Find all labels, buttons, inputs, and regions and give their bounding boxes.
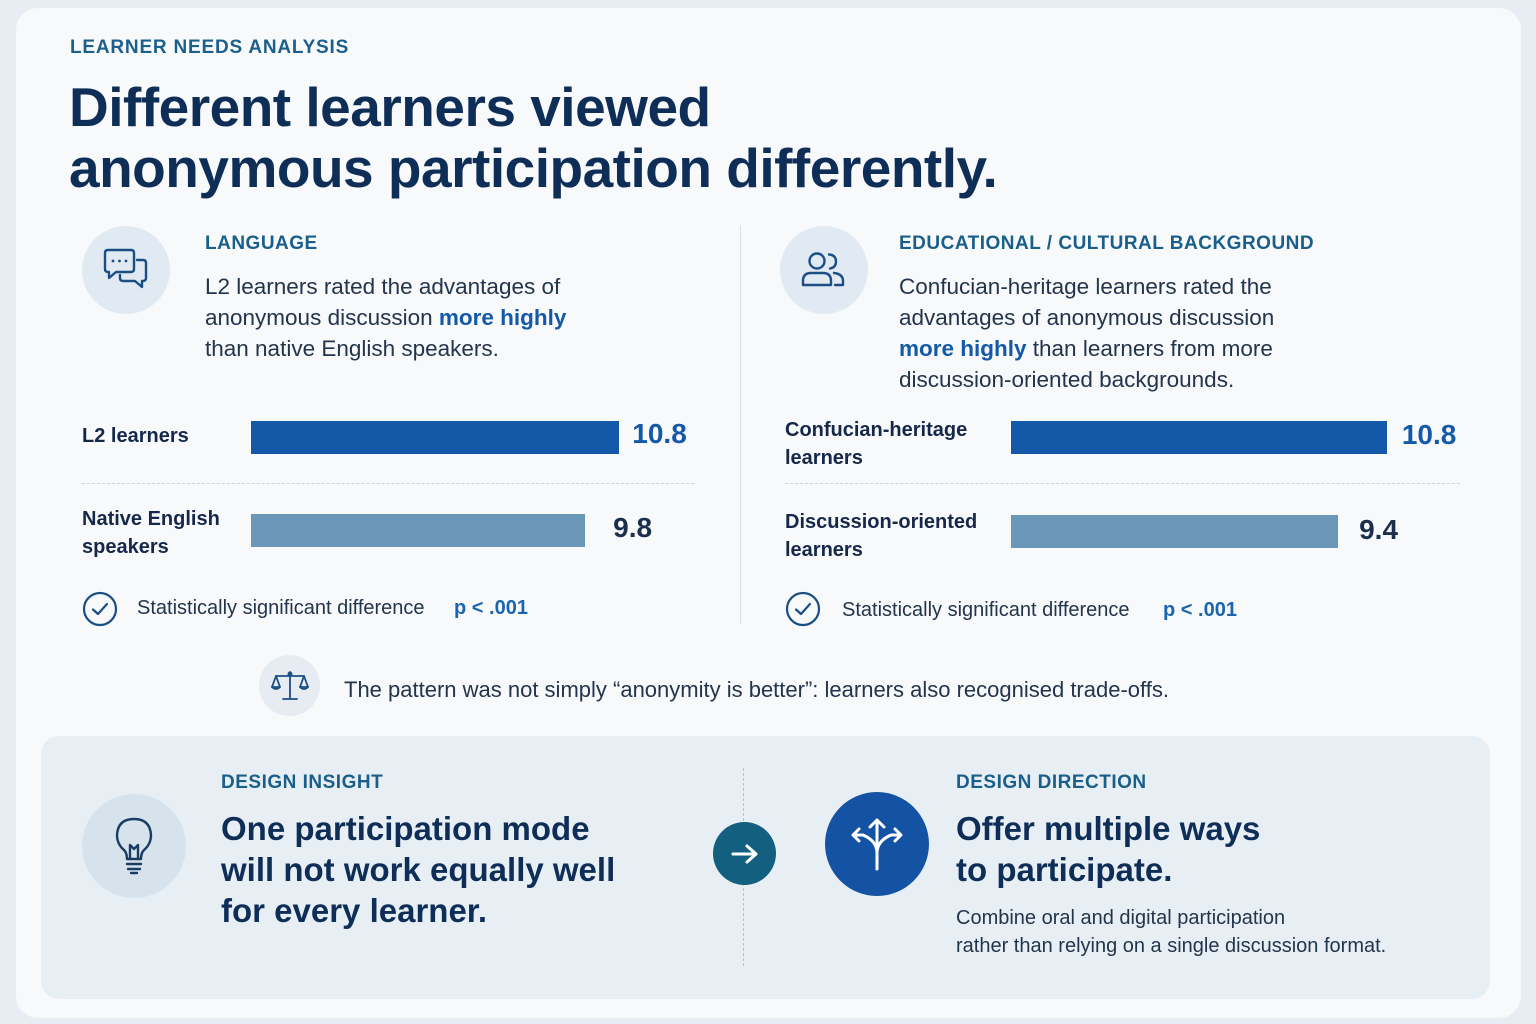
background-desc-line-2: advantages of anonymous discussion [899,305,1275,330]
direction-desc-line-2: rather than relying on a single discussi… [956,935,1387,957]
significance-text-right: Statistically significant difference [842,599,1130,621]
language-desc-text: anonymous discussion [205,305,439,330]
language-description: L2 learners rated the advantages of anon… [205,271,685,364]
value-label-l2: 10.8 [632,418,687,449]
value-label-discussion: 9.4 [1359,514,1399,545]
row-divider-left [82,483,694,484]
category-label-native: Native English speakers [82,508,220,558]
page-title: Different learners viewed anonymous part… [69,76,998,199]
direction-label: DESIGN DIRECTION [956,772,1147,793]
direction-title-line-2: to participate. [956,851,1173,888]
eyebrow-label: LEARNER NEEDS ANALYSIS [70,37,350,58]
title-line-1: Different learners viewed [69,76,711,138]
check-circle-icon [785,591,821,627]
arrow-right-icon [713,822,776,885]
category-label-discussion: Discussion-oriented learners [785,511,978,561]
title-line-2: anonymous participation differently. [69,137,998,199]
bar-native-english [251,514,586,547]
background-desc-line-1: Confucian-heritage learners rated the [899,274,1272,299]
balance-scale-icon [259,655,320,716]
row-divider-right [785,483,1460,484]
language-desc-line-2: anonymous discussion more highly [205,302,685,333]
chat-bubbles-icon [82,226,170,314]
insight-title: One participation mode will not work equ… [221,808,615,931]
background-description: Confucian-heritage learners rated the ad… [899,271,1459,395]
direction-title: Offer multiple ways to participate. [956,808,1260,890]
panel-divider [740,226,741,624]
check-circle-icon [82,591,118,627]
language-highlight: more highly [438,305,567,330]
direction-description: Combine oral and digital participation r… [956,904,1386,960]
bar-confucian-heritage [1011,421,1387,454]
language-desc-line-1: L2 learners rated the advantages of [205,274,561,299]
pattern-note: The pattern was not simply “anonymity is… [344,677,1169,702]
background-label: EDUCATIONAL / CULTURAL BACKGROUND [899,233,1315,254]
lightbulb-icon [82,794,186,898]
value-label-confucian: 10.8 [1401,419,1457,450]
language-desc-line-3: than native English speakers. [205,336,499,361]
background-desc-line-4: discussion-oriented backgrounds. [899,367,1235,392]
significance-text-left: Statistically significant difference [137,597,425,619]
category-label-confucian: Confucian-heritage learners [785,419,968,469]
background-highlight: more highly [899,336,1027,361]
background-desc-text: than learners from more [1026,336,1273,361]
p-value-left: p < .001 [454,597,528,619]
value-label-native: 9.8 [613,512,653,543]
p-value-right: p < .001 [1163,599,1237,621]
branching-arrows-icon [825,792,929,896]
insight-line-1: One participation mode [221,810,590,847]
bar-l2-learners [251,421,620,454]
background-desc-line-3: more highly than learners from more [899,333,1459,364]
direction-desc-line-1: Combine oral and digital participation [956,907,1286,929]
category-label-l2: L2 learners [82,425,189,447]
insight-line-3: for every learner. [221,892,487,929]
bar-discussion-oriented [1011,515,1339,548]
people-icon [780,226,868,314]
direction-title-line-1: Offer multiple ways [956,810,1261,847]
language-label: LANGUAGE [205,233,318,254]
insight-line-2: will not work equally well [221,851,616,888]
insight-label: DESIGN INSIGHT [221,772,384,793]
